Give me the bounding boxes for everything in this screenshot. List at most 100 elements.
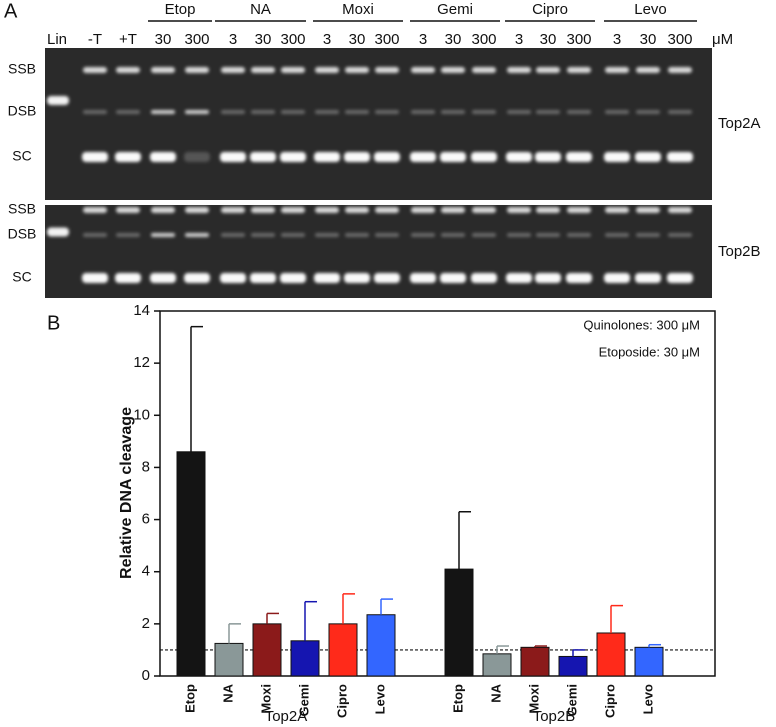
plot-frame <box>159 310 716 677</box>
y-tick-label: 14 <box>133 302 150 319</box>
band <box>250 273 276 283</box>
band-label: SC <box>12 269 31 285</box>
x-tick-label: Levo <box>640 684 655 714</box>
concentration-label: 300 <box>471 31 496 48</box>
bar <box>290 640 320 677</box>
bar <box>444 568 474 677</box>
band <box>221 207 245 213</box>
band <box>344 152 370 162</box>
x-tick-label: Levo <box>372 684 387 714</box>
band <box>151 233 175 237</box>
bar <box>176 451 206 677</box>
band <box>636 110 660 114</box>
band <box>116 110 140 114</box>
x-tick-label: NA <box>488 683 503 702</box>
bar <box>252 623 282 677</box>
band <box>567 207 591 213</box>
band <box>315 110 339 114</box>
band <box>184 152 210 162</box>
band <box>345 67 369 73</box>
y-tick-label: 10 <box>133 406 150 423</box>
band <box>535 273 561 283</box>
band <box>472 67 496 73</box>
band-label: SC <box>12 148 31 164</box>
band <box>472 233 496 237</box>
drug-header: Etop <box>165 1 196 18</box>
band <box>507 67 531 73</box>
band <box>605 233 629 237</box>
band <box>636 233 660 237</box>
band <box>150 152 176 162</box>
band <box>116 233 140 237</box>
band <box>535 152 561 162</box>
concentration-label: 300 <box>667 31 692 48</box>
x-tick-label: Gemi <box>296 684 311 717</box>
band <box>506 273 532 283</box>
y-tick-label: 0 <box>142 667 150 684</box>
gel <box>45 205 712 298</box>
concentration-label: 3 <box>419 31 427 48</box>
band <box>281 110 305 114</box>
band <box>567 67 591 73</box>
band <box>411 110 435 114</box>
band-label: DSB <box>8 103 37 119</box>
bar <box>596 632 626 677</box>
band <box>315 207 339 213</box>
band <box>566 273 592 283</box>
gel-bands <box>47 67 693 283</box>
gel-label: Top2B <box>718 243 761 260</box>
band <box>507 233 531 237</box>
band <box>220 152 246 162</box>
y-tick-label: 6 <box>142 511 150 528</box>
band <box>344 273 370 283</box>
concentration-label: 3 <box>229 31 237 48</box>
band <box>536 110 560 114</box>
band <box>604 273 630 283</box>
band <box>506 152 532 162</box>
x-tick-label: Moxi <box>526 684 541 714</box>
band <box>251 233 275 237</box>
bar <box>520 646 550 677</box>
band <box>281 67 305 73</box>
bar <box>366 614 396 677</box>
concentration-label: 300 <box>374 31 399 48</box>
band <box>185 67 209 73</box>
band <box>221 67 245 73</box>
drug-header: Gemi <box>437 1 473 18</box>
drug-header: NA <box>250 1 271 18</box>
band <box>668 207 692 213</box>
band <box>116 207 140 213</box>
gel-label: Top2A <box>718 115 761 132</box>
band <box>668 110 692 114</box>
band <box>315 233 339 237</box>
drug-header: Levo <box>634 1 667 18</box>
lane-label: -T <box>88 31 102 48</box>
band <box>471 152 497 162</box>
band-label: SSB <box>8 61 36 77</box>
band <box>441 67 465 73</box>
band <box>472 110 496 114</box>
band <box>220 273 246 283</box>
band <box>472 207 496 213</box>
band <box>566 152 592 162</box>
band <box>536 233 560 237</box>
band <box>115 273 141 283</box>
gel <box>45 48 712 200</box>
band <box>441 110 465 114</box>
concentration-label: 300 <box>280 31 305 48</box>
y-tick-label: 4 <box>142 563 150 580</box>
band <box>375 233 399 237</box>
y-axis-label: Relative DNA cleavage <box>118 407 135 579</box>
band <box>668 67 692 73</box>
band <box>280 273 306 283</box>
band <box>151 67 175 73</box>
annotation: Etoposide: 30 μM <box>599 344 700 359</box>
band <box>82 152 108 162</box>
band <box>374 152 400 162</box>
band <box>83 67 107 73</box>
band <box>441 233 465 237</box>
band <box>281 207 305 213</box>
band <box>410 273 436 283</box>
concentration-label: 30 <box>540 31 557 48</box>
band <box>604 152 630 162</box>
